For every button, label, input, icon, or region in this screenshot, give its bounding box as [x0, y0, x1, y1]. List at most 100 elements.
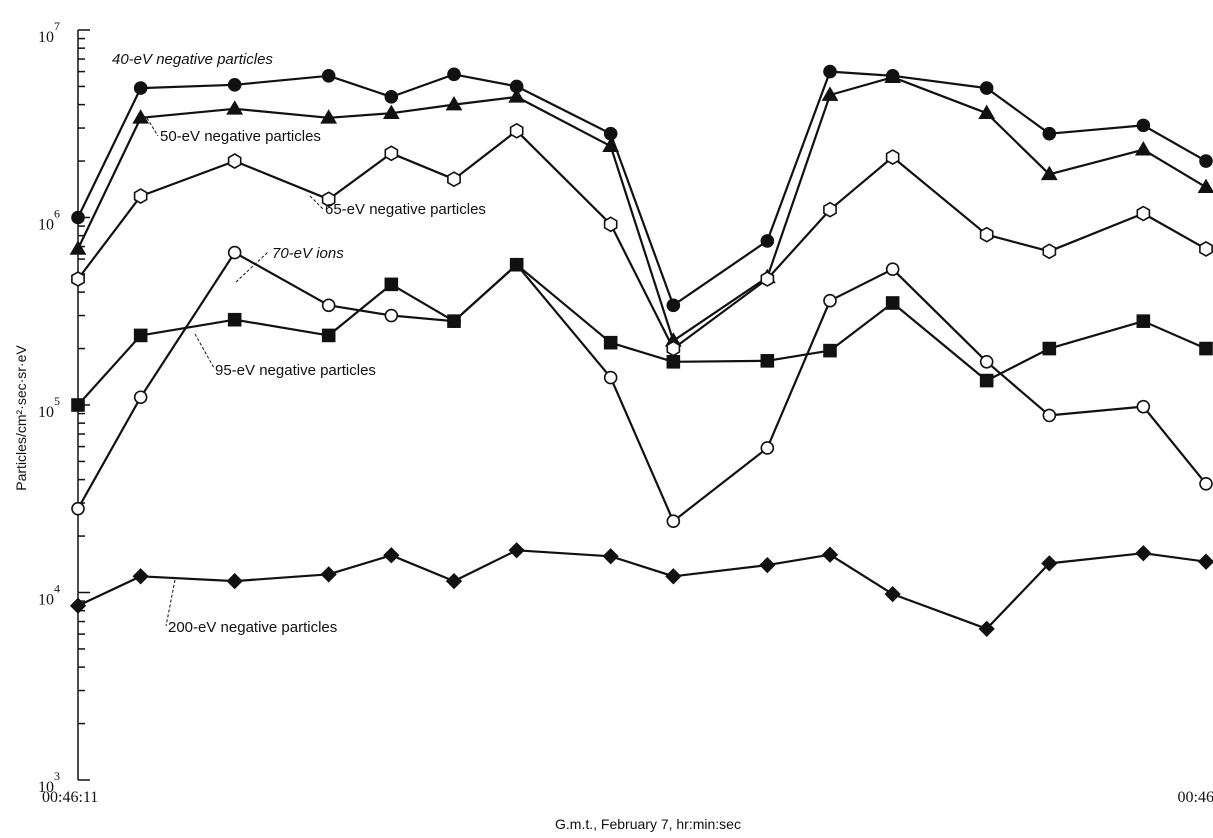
data-point: [445, 572, 463, 590]
series-label: 65-eV negative particles: [325, 201, 486, 218]
series-line: [77, 263, 1207, 406]
data-point: [602, 548, 619, 565]
series-line: [77, 76, 1207, 342]
data-point: [445, 96, 463, 111]
data-point: [885, 149, 900, 166]
series-65-ev-negative-particles: [71, 122, 1213, 357]
data-point: [321, 328, 336, 343]
data-point: [1197, 553, 1213, 570]
y-tick-label: 105: [38, 394, 60, 421]
data-point: [227, 78, 242, 92]
data-point: [603, 335, 618, 350]
series-label: 40-eV negative particles: [112, 51, 273, 68]
leader-line: [165, 579, 176, 627]
data-point: [602, 137, 620, 153]
data-point: [1135, 545, 1152, 562]
data-point: [979, 373, 994, 388]
data-point: [508, 542, 525, 559]
data-point: [823, 293, 837, 308]
data-point: [71, 271, 85, 287]
data-point: [69, 597, 87, 614]
data-point: [226, 100, 244, 115]
data-point: [132, 109, 150, 124]
data-point: [823, 343, 837, 358]
data-point: [823, 64, 837, 79]
data-point: [979, 354, 994, 369]
data-point: [71, 398, 85, 412]
series-200-ev-negative-particles: [69, 542, 1213, 637]
data-point: [320, 109, 338, 124]
data-point: [1199, 154, 1213, 168]
y-tick-label: 103: [38, 769, 60, 796]
series-label: 70-eV ions: [272, 245, 344, 262]
series-group: [69, 64, 1213, 637]
data-point: [320, 566, 337, 583]
series-line: [77, 549, 1207, 630]
data-point: [384, 145, 399, 162]
data-point: [133, 390, 148, 405]
series-label: 50-eV negative particles: [160, 128, 321, 145]
series-line: [77, 251, 1207, 523]
data-point: [71, 210, 85, 225]
y-tick-label: 107: [38, 19, 60, 46]
data-point: [759, 556, 776, 574]
data-point: [132, 568, 149, 585]
data-point: [1042, 408, 1057, 423]
leader-line: [194, 333, 215, 369]
data-point: [821, 546, 839, 563]
data-point: [321, 298, 336, 313]
data-point: [321, 191, 336, 208]
data-point: [666, 514, 681, 529]
data-point: [821, 86, 839, 101]
data-point: [1041, 555, 1058, 572]
data-point: [1042, 243, 1057, 260]
data-point: [760, 271, 775, 287]
data-point: [133, 188, 148, 205]
series-40-ev-negative-particles: [71, 64, 1213, 313]
data-point: [1199, 240, 1213, 257]
data-point: [885, 262, 900, 276]
series-50-ev-negative-particles: [69, 68, 1213, 347]
data-point: [666, 340, 681, 357]
y-tick-label: 104: [38, 582, 60, 609]
data-point: [665, 568, 682, 585]
x-axis-title: G.m.t., February 7, hr:min:sec: [555, 816, 741, 832]
data-point: [1042, 341, 1057, 356]
data-point: [979, 81, 994, 95]
data-point: [382, 104, 400, 119]
data-point: [885, 296, 900, 310]
data-point: [509, 122, 524, 139]
data-point: [1134, 141, 1152, 156]
series-line: [77, 129, 1207, 350]
data-point: [227, 153, 242, 170]
data-point: [384, 308, 399, 323]
data-point: [823, 201, 837, 218]
data-point: [69, 240, 87, 255]
data-point: [978, 104, 996, 119]
leader-line: [235, 251, 269, 283]
data-point: [447, 67, 461, 82]
data-point: [133, 328, 148, 343]
data-point: [133, 81, 148, 95]
data-point: [760, 441, 775, 455]
data-point: [384, 90, 399, 104]
data-point: [1199, 476, 1213, 491]
data-point: [226, 572, 243, 590]
series-label: 95-eV negative particles: [215, 362, 376, 379]
data-point: [447, 314, 461, 328]
data-point: [1197, 178, 1213, 194]
data-point: [978, 620, 995, 637]
leader-line: [309, 195, 324, 210]
data-point: [227, 312, 242, 327]
x-tick-label-start: 00:46:11: [42, 789, 98, 806]
data-point: [1136, 118, 1151, 133]
data-point: [1040, 165, 1058, 181]
data-point: [447, 171, 461, 188]
data-point: [509, 257, 524, 272]
data-point: [383, 547, 400, 564]
leader-line: [146, 117, 159, 137]
data-point: [1136, 205, 1151, 222]
data-point: [603, 370, 618, 385]
data-point: [508, 88, 526, 103]
